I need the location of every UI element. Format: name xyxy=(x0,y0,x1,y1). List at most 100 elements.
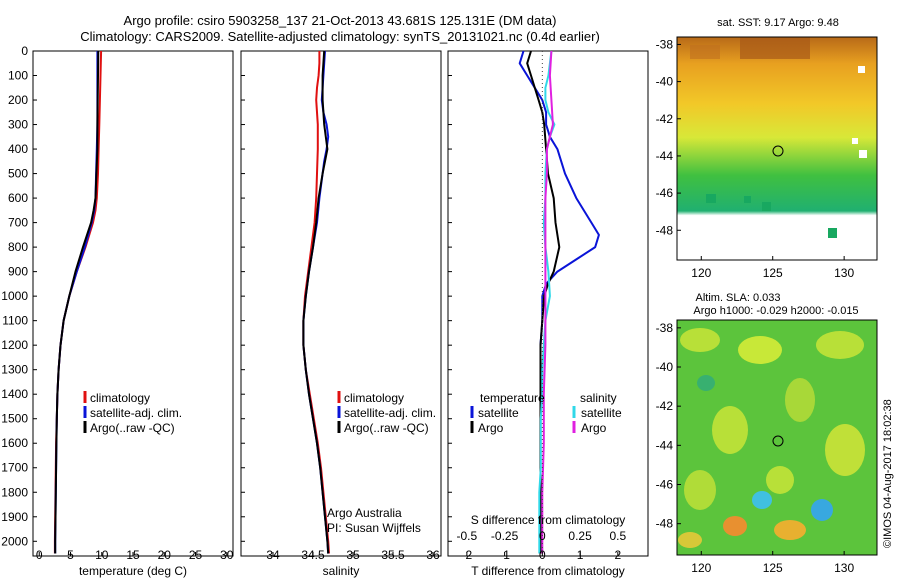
figure-title-line1: Argo profile: csiro 5903258_137 21-Oct-2… xyxy=(124,13,557,28)
sla-high-patch xyxy=(680,328,720,352)
map-lat-label: -40 xyxy=(656,360,674,374)
sla-high-patch xyxy=(766,466,794,494)
profile-line-climatology xyxy=(53,50,103,554)
depth-tick-label: 2000 xyxy=(1,534,28,548)
sla-warm-patch xyxy=(774,520,806,540)
x-tick-label: 30 xyxy=(220,548,234,562)
depth-tick-label: 500 xyxy=(8,167,28,181)
temperature-profiles xyxy=(53,50,103,554)
sst-outlier-pixel xyxy=(762,202,771,211)
sst-cloud-gap xyxy=(852,138,858,144)
sla-map-title1: Altim. SLA: 0.033 xyxy=(696,292,781,304)
x-tick-label: 35.5 xyxy=(381,548,405,562)
legend-argo-label: Argo(..raw -QC) xyxy=(344,421,429,435)
map-lat-label: -40 xyxy=(656,75,674,89)
legend-argo-label: Argo(..raw -QC) xyxy=(90,421,175,435)
map-lon-label: 130 xyxy=(834,266,854,280)
x-tick-label: 36 xyxy=(426,548,440,562)
sst-field xyxy=(677,37,877,260)
depth-tick-label: 700 xyxy=(8,216,28,230)
difference-x-ticks: -2 -1 0 1 2 xyxy=(462,548,622,562)
sla-map-title2: Argo h1000: -0.029 h2000: -0.015 xyxy=(693,305,858,317)
temperature-x-ticks: 0 5 10 15 20 25 30 xyxy=(36,548,234,562)
profile-line-satellite-adj-clim- xyxy=(54,51,99,554)
salinity-axis-label: salinity xyxy=(323,564,360,578)
depth-tick-label: 800 xyxy=(8,240,28,254)
sla-low-patch xyxy=(697,375,715,391)
s-difference-axis-label: S difference from climatology xyxy=(471,513,626,527)
sla-map-frame xyxy=(676,319,878,556)
difference-profiles xyxy=(518,50,600,556)
salinity-profiles xyxy=(302,50,330,554)
x-tick-label: 34 xyxy=(266,548,280,562)
sla-high-patch xyxy=(738,336,782,364)
sst-cloud-gap xyxy=(858,66,865,73)
sla-high-patch xyxy=(816,331,864,359)
map-lat-label: -38 xyxy=(656,37,674,51)
map-lat-label: -46 xyxy=(656,186,674,200)
annotation-line2: PI: Susan Wijffels xyxy=(327,521,421,535)
salinity-legend: climatology satellite-adj. clim. Argo(..… xyxy=(337,391,436,435)
map-lat-label: -42 xyxy=(656,399,674,413)
depth-tick-label: 1000 xyxy=(1,289,28,303)
temperature-axis-label: temperature (deg C) xyxy=(79,564,187,578)
difference-panel-frame xyxy=(447,50,649,557)
sst-warm-patch xyxy=(740,37,810,59)
sla-low-patch xyxy=(752,491,772,509)
profile-line-temperature-satellite xyxy=(518,50,600,554)
map-lat-label: -38 xyxy=(656,321,674,335)
map-lon-label: 130 xyxy=(834,561,854,575)
map-lon-label: 125 xyxy=(763,266,783,280)
legend-temperature-heading: temperature xyxy=(480,391,545,405)
x-tick-label-top: 0.5 xyxy=(609,529,626,543)
sla-high-patch xyxy=(712,406,748,454)
depth-tick-label: 900 xyxy=(8,265,28,279)
legend-s-satellite-label: satellite xyxy=(581,406,622,420)
sla-high-patch xyxy=(785,378,815,422)
depth-tick-label: 1400 xyxy=(1,387,28,401)
sst-map-frame xyxy=(676,36,878,261)
depth-tick-label: 1800 xyxy=(1,485,28,499)
depth-tick-label: 100 xyxy=(8,69,28,83)
salinity-x-ticks: 34 34.5 35 35.5 36 xyxy=(266,548,440,562)
sst-cloud-gap xyxy=(859,150,867,158)
temperature-panel-frame xyxy=(32,50,234,557)
legend-satellite-label: satellite-adj. clim. xyxy=(90,406,182,420)
x-tick-label: 15 xyxy=(126,548,140,562)
annotation-line1: Argo Australia xyxy=(327,506,402,520)
x-tick-label: 20 xyxy=(158,548,172,562)
x-tick-label: -2 xyxy=(462,548,473,562)
salinity-difference-ticks: -0.5 -0.25 0 0.25 0.5 xyxy=(457,529,627,543)
x-tick-label: 10 xyxy=(95,548,109,562)
legend-t-satellite-label: satellite xyxy=(478,406,519,420)
depth-tick-label: 1100 xyxy=(2,314,28,328)
sla-low-patch xyxy=(811,499,833,521)
map-lat-label: -48 xyxy=(656,223,674,237)
legend-s-argo-label: Argo xyxy=(581,421,607,435)
map-lat-label: -44 xyxy=(656,438,674,452)
depth-tick-label: 1300 xyxy=(1,363,28,377)
depth-tick-label: 1200 xyxy=(1,338,28,352)
x-tick-label: 35 xyxy=(346,548,360,562)
map-lat-label: -46 xyxy=(656,478,674,492)
temperature-legend: climatology satellite-adj. clim. Argo(..… xyxy=(83,391,182,435)
depth-tick-label: 200 xyxy=(8,93,28,107)
sst-outlier-pixel xyxy=(706,194,716,203)
profile-line-argo-raw-qc- xyxy=(54,50,100,554)
depth-tick-label: 1600 xyxy=(1,436,28,450)
t-difference-axis-label: T difference from climatology xyxy=(471,564,625,578)
legend-t-argo-label: Argo xyxy=(478,421,504,435)
x-tick-label: -1 xyxy=(499,548,510,562)
sla-high-patch xyxy=(825,424,865,476)
x-tick-label-top: -0.5 xyxy=(457,529,478,543)
sst-float-marker xyxy=(772,145,784,157)
sst-map xyxy=(677,37,877,260)
sst-outlier-pixel xyxy=(744,196,751,203)
map-lat-label: -42 xyxy=(656,112,674,126)
sla-warm-patch xyxy=(723,516,747,536)
salinity-panel-frame xyxy=(240,50,442,557)
x-tick-label-top: 0.25 xyxy=(568,529,592,543)
depth-tick-label: 1700 xyxy=(1,461,28,475)
x-tick-label: 0 xyxy=(539,548,546,562)
